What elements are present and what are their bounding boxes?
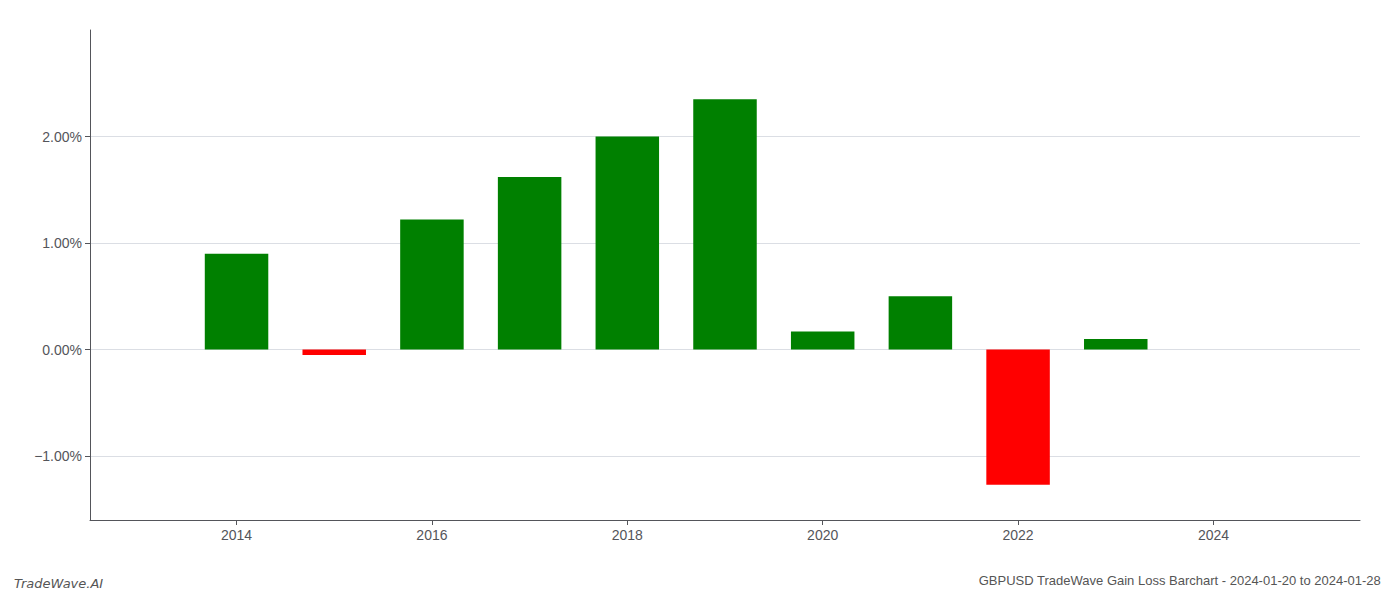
svg-text:2024: 2024 — [1198, 527, 1229, 543]
svg-text:2014: 2014 — [221, 527, 252, 543]
svg-text:GBPUSD TradeWave Gain Loss Bar: GBPUSD TradeWave Gain Loss Barchart - 20… — [979, 573, 1381, 588]
svg-text:0.00%: 0.00% — [42, 342, 82, 358]
svg-text:2018: 2018 — [612, 527, 643, 543]
svg-text:TradeWave.AI: TradeWave.AI — [14, 576, 103, 591]
svg-text:2020: 2020 — [807, 527, 838, 543]
svg-text:2022: 2022 — [1002, 527, 1033, 543]
svg-text:−1.00%: −1.00% — [34, 448, 82, 464]
svg-text:1.00%: 1.00% — [42, 235, 82, 251]
svg-text:2016: 2016 — [416, 527, 447, 543]
svg-text:2.00%: 2.00% — [42, 129, 82, 145]
